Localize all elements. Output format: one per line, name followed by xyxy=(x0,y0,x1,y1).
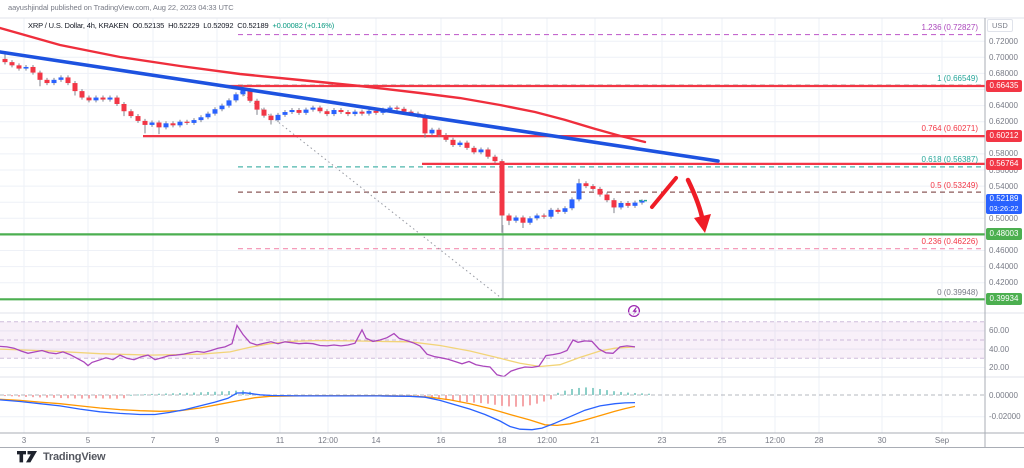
price-level-chip: 0.56764 xyxy=(986,157,1022,170)
rsi-axis-label: 20.00 xyxy=(989,362,1010,372)
price-axis-label[interactable]: 0.62000 xyxy=(989,117,1018,127)
tradingview-logo[interactable]: TradingView xyxy=(16,450,106,464)
current-price-value: 0.52189 xyxy=(989,193,1019,203)
time-axis-label[interactable]: 25 xyxy=(717,436,727,445)
time-axis-label[interactable]: 5 xyxy=(85,436,91,445)
price-level-chip: 0.66435 xyxy=(986,79,1022,92)
price-axis-label[interactable]: 0.54000 xyxy=(989,181,1018,191)
tradingview-wordmark: TradingView xyxy=(43,451,106,463)
time-axis-label[interactable]: 16 xyxy=(436,436,446,445)
time-axis-label[interactable]: 12:00 xyxy=(764,436,786,445)
time-axis-label[interactable]: 3 xyxy=(21,436,27,445)
trendlines xyxy=(0,26,720,163)
bar-countdown: 03:26:22 xyxy=(989,203,1019,213)
fib-level-label: 0.236 (0.46226) xyxy=(921,237,979,247)
rsi-axis-label: 60.00 xyxy=(989,326,1010,336)
current-price-chip: 0.52189 03:26:22 xyxy=(986,193,1022,214)
symbol-title: XRP / U.S. Dollar, 4h, KRAKEN xyxy=(28,21,129,30)
time-axis-label[interactable]: 14 xyxy=(371,436,381,445)
time-axis-label[interactable]: 7 xyxy=(150,436,156,445)
symbol-ohlc-line: XRP / U.S. Dollar, 4h, KRAKEN O0.52135 H… xyxy=(28,21,334,30)
price-axis-label[interactable]: 0.72000 xyxy=(989,36,1018,46)
time-axis-label[interactable]: 28 xyxy=(814,436,824,445)
price-axis-label[interactable]: 0.70000 xyxy=(989,52,1018,62)
ohlc-close: C0.52189 xyxy=(237,21,269,30)
price-axis-label[interactable]: 0.56000 xyxy=(989,165,1018,175)
macd-axis-label: 0.00000 xyxy=(989,390,1018,400)
lightning-icon[interactable] xyxy=(627,304,641,318)
rsi-axis-label: 40.00 xyxy=(989,344,1010,354)
macd-indicator xyxy=(0,387,650,431)
macd-axis-label: -0.02000 xyxy=(989,412,1021,422)
price-axis-label[interactable]: 0.58000 xyxy=(989,149,1018,159)
fib-level-label: 1 (0.66549) xyxy=(937,73,978,83)
currency-toggle[interactable]: USD xyxy=(987,19,1013,32)
price-axis-label[interactable]: 0.46000 xyxy=(989,246,1018,255)
price-level-chip: 0.48003 xyxy=(986,228,1022,241)
time-axis-label[interactable]: 30 xyxy=(877,436,887,445)
price-axis-label[interactable]: 0.44000 xyxy=(989,262,1018,272)
time-axis-label[interactable]: 12:00 xyxy=(536,436,558,445)
time-axis-label[interactable]: 11 xyxy=(275,436,285,445)
rsi-indicator xyxy=(0,323,636,378)
time-axis-label[interactable]: 12:00 xyxy=(317,436,339,445)
price-axis-label[interactable]: 0.64000 xyxy=(989,101,1018,111)
tradingview-logo-icon xyxy=(17,451,37,463)
ohlc-high: H0.52229 xyxy=(168,21,200,30)
price-axis-label[interactable]: 0.50000 xyxy=(989,213,1018,223)
attribution-text: aayushjindal published on TradingView.co… xyxy=(8,3,234,12)
fib-level-label: 0.618 (0.56387) xyxy=(921,155,979,165)
fib-level-label: 0.5 (0.53249) xyxy=(930,180,978,190)
price-level-chip: 0.60212 xyxy=(986,130,1022,143)
fib-level-label: 1.236 (0.72827) xyxy=(921,23,979,33)
price-axis-label[interactable]: 0.42000 xyxy=(989,278,1018,288)
fib-level-label: 0.764 (0.60271) xyxy=(921,124,979,134)
candlesticks xyxy=(2,53,645,233)
time-axis-label[interactable]: 18 xyxy=(497,436,507,445)
fib-level-label: 0 (0.39948) xyxy=(937,287,978,297)
time-axis-label[interactable]: Sep xyxy=(934,436,950,445)
time-axis-label[interactable]: 21 xyxy=(590,436,600,445)
ohlc-open: O0.52135 xyxy=(132,21,165,30)
price-change: +0.00082 (+0.16%) xyxy=(272,21,335,30)
price-level-chip: 0.39934 xyxy=(986,293,1022,306)
price-axis-label[interactable]: 0.68000 xyxy=(989,68,1018,78)
ohlc-low: L0.52092 xyxy=(203,21,234,30)
time-axis-label[interactable]: 23 xyxy=(657,436,667,445)
time-axis-label[interactable]: 9 xyxy=(214,436,220,445)
